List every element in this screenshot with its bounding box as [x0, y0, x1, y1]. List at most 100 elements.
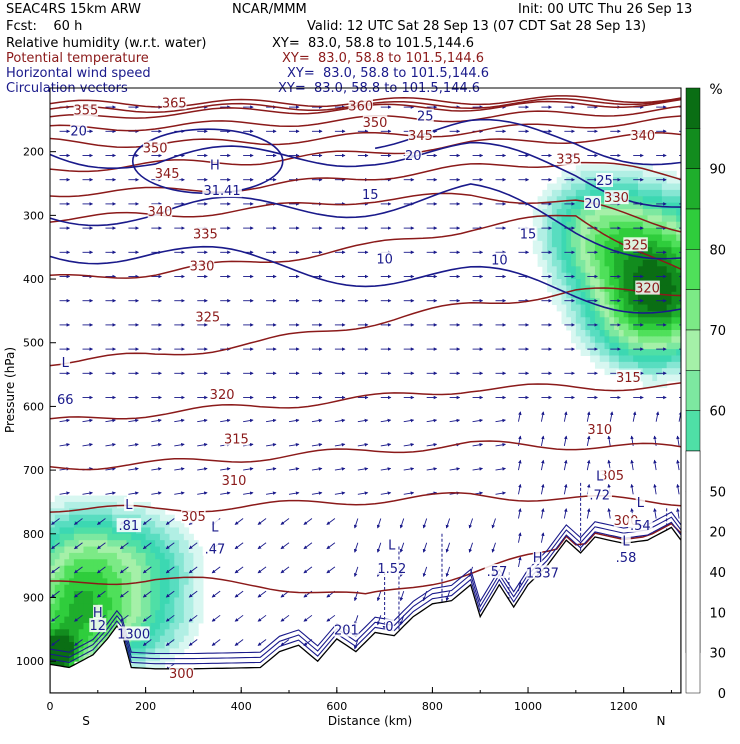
- rh-cell: [164, 610, 171, 618]
- vector-arrow: [540, 435, 545, 446]
- vector-arrow: [357, 491, 369, 495]
- rh-cell: [609, 266, 615, 274]
- rh-cell: [614, 221, 620, 229]
- rh-cell: [652, 196, 658, 204]
- rh-cell: [647, 323, 653, 331]
- rh-cell: [93, 514, 99, 522]
- rh-cell: [155, 565, 161, 573]
- rh-cell: [628, 228, 634, 235]
- rh-cell: [83, 501, 89, 509]
- vector-arrow: [303, 542, 313, 550]
- rh-cell: [604, 323, 610, 331]
- rh-cell: [661, 266, 668, 274]
- rh-cell: [561, 196, 567, 204]
- rh-cell: [102, 546, 108, 554]
- rh-cell: [652, 349, 658, 356]
- contour-label: 315: [224, 433, 249, 448]
- rh-cell: [566, 253, 572, 261]
- vector-arrow: [586, 411, 591, 422]
- rh-cell: [614, 183, 620, 191]
- rh-cell: [150, 508, 156, 516]
- rh-cell: [566, 240, 572, 248]
- rh-cell: [647, 221, 653, 229]
- rh-cell: [609, 215, 615, 223]
- rh-cell: [594, 164, 601, 172]
- rh-cell: [179, 533, 185, 541]
- rh-cell: [566, 189, 572, 197]
- rh-cell: [652, 330, 658, 337]
- rh-cell: [637, 349, 644, 356]
- rh-cell: [652, 336, 658, 344]
- contour-label: 310: [222, 474, 247, 489]
- rh-cell: [652, 310, 658, 318]
- rh-cell: [614, 317, 620, 325]
- rh-cell: [657, 374, 663, 382]
- rh-cell: [145, 661, 151, 669]
- rh-cell: [59, 565, 65, 573]
- rh-cell: [571, 183, 577, 191]
- rh-cell: [155, 635, 161, 643]
- rh-cell: [107, 597, 113, 605]
- rh-cell: [155, 622, 161, 630]
- rh-cell: [193, 622, 199, 630]
- rh-cell: [666, 228, 672, 235]
- rh-cell: [671, 215, 677, 223]
- rh-cell: [566, 304, 572, 312]
- rh-cell: [179, 584, 185, 592]
- rh-cell: [637, 189, 644, 197]
- rh-cell: [145, 521, 151, 528]
- rh-cell: [647, 310, 653, 318]
- vector-arrow: [165, 542, 175, 550]
- rh-cell: [657, 177, 663, 185]
- rh-cell: [614, 279, 620, 286]
- rh-cell: [618, 253, 625, 261]
- rh-cell: [136, 552, 142, 560]
- rh-cell: [150, 584, 156, 592]
- rh-cell: [585, 330, 591, 337]
- rh-cell: [580, 215, 586, 223]
- rh-cell: [556, 209, 562, 216]
- rh-cell: [661, 342, 668, 350]
- rh-cell: [140, 559, 147, 567]
- rh-cell: [179, 635, 185, 643]
- rh-cell: [73, 546, 80, 554]
- contour-label: 0: [385, 620, 393, 635]
- header-valid: Valid: 12 UTC Sat 28 Sep 13 (07 CDT Sat …: [307, 19, 646, 34]
- contour-label-bg: [56, 392, 74, 407]
- rh-cell: [59, 648, 65, 656]
- rh-cell: [628, 304, 634, 312]
- rh-cell: [609, 221, 615, 229]
- rh-cell: [112, 552, 118, 560]
- rh-cell: [661, 361, 668, 369]
- rh-cell: [666, 183, 672, 191]
- rh-cell: [155, 559, 161, 567]
- rh-cell: [575, 298, 582, 306]
- rh-cell: [594, 361, 601, 369]
- rh-cell: [97, 495, 104, 503]
- contour-label: 325: [623, 238, 648, 253]
- rh-cell: [647, 234, 653, 242]
- rh-cell: [83, 521, 89, 528]
- vector-arrow: [326, 542, 336, 550]
- x-tick-label: 800: [422, 700, 443, 713]
- rh-cell: [628, 279, 634, 286]
- rh-cell: [59, 552, 65, 560]
- rh-cell: [69, 635, 75, 643]
- vector-arrow: [311, 491, 323, 495]
- rh-cell: [676, 247, 681, 255]
- vector-arrow: [445, 566, 451, 577]
- contour-label: L: [637, 496, 645, 511]
- rh-cell: [188, 572, 194, 579]
- colorbar-bin: [685, 128, 701, 169]
- rh-cell: [150, 635, 156, 643]
- contour-label-bg: [142, 140, 168, 155]
- rh-cell: [623, 291, 629, 299]
- rh-cell: [652, 291, 658, 299]
- rh-cell: [590, 336, 596, 344]
- rh-cell: [652, 272, 658, 280]
- rh-cell: [54, 661, 61, 669]
- vector-arrow: [495, 467, 506, 471]
- rh-cell: [126, 578, 132, 586]
- rh-cell: [609, 317, 615, 325]
- vector-arrow: [257, 518, 267, 525]
